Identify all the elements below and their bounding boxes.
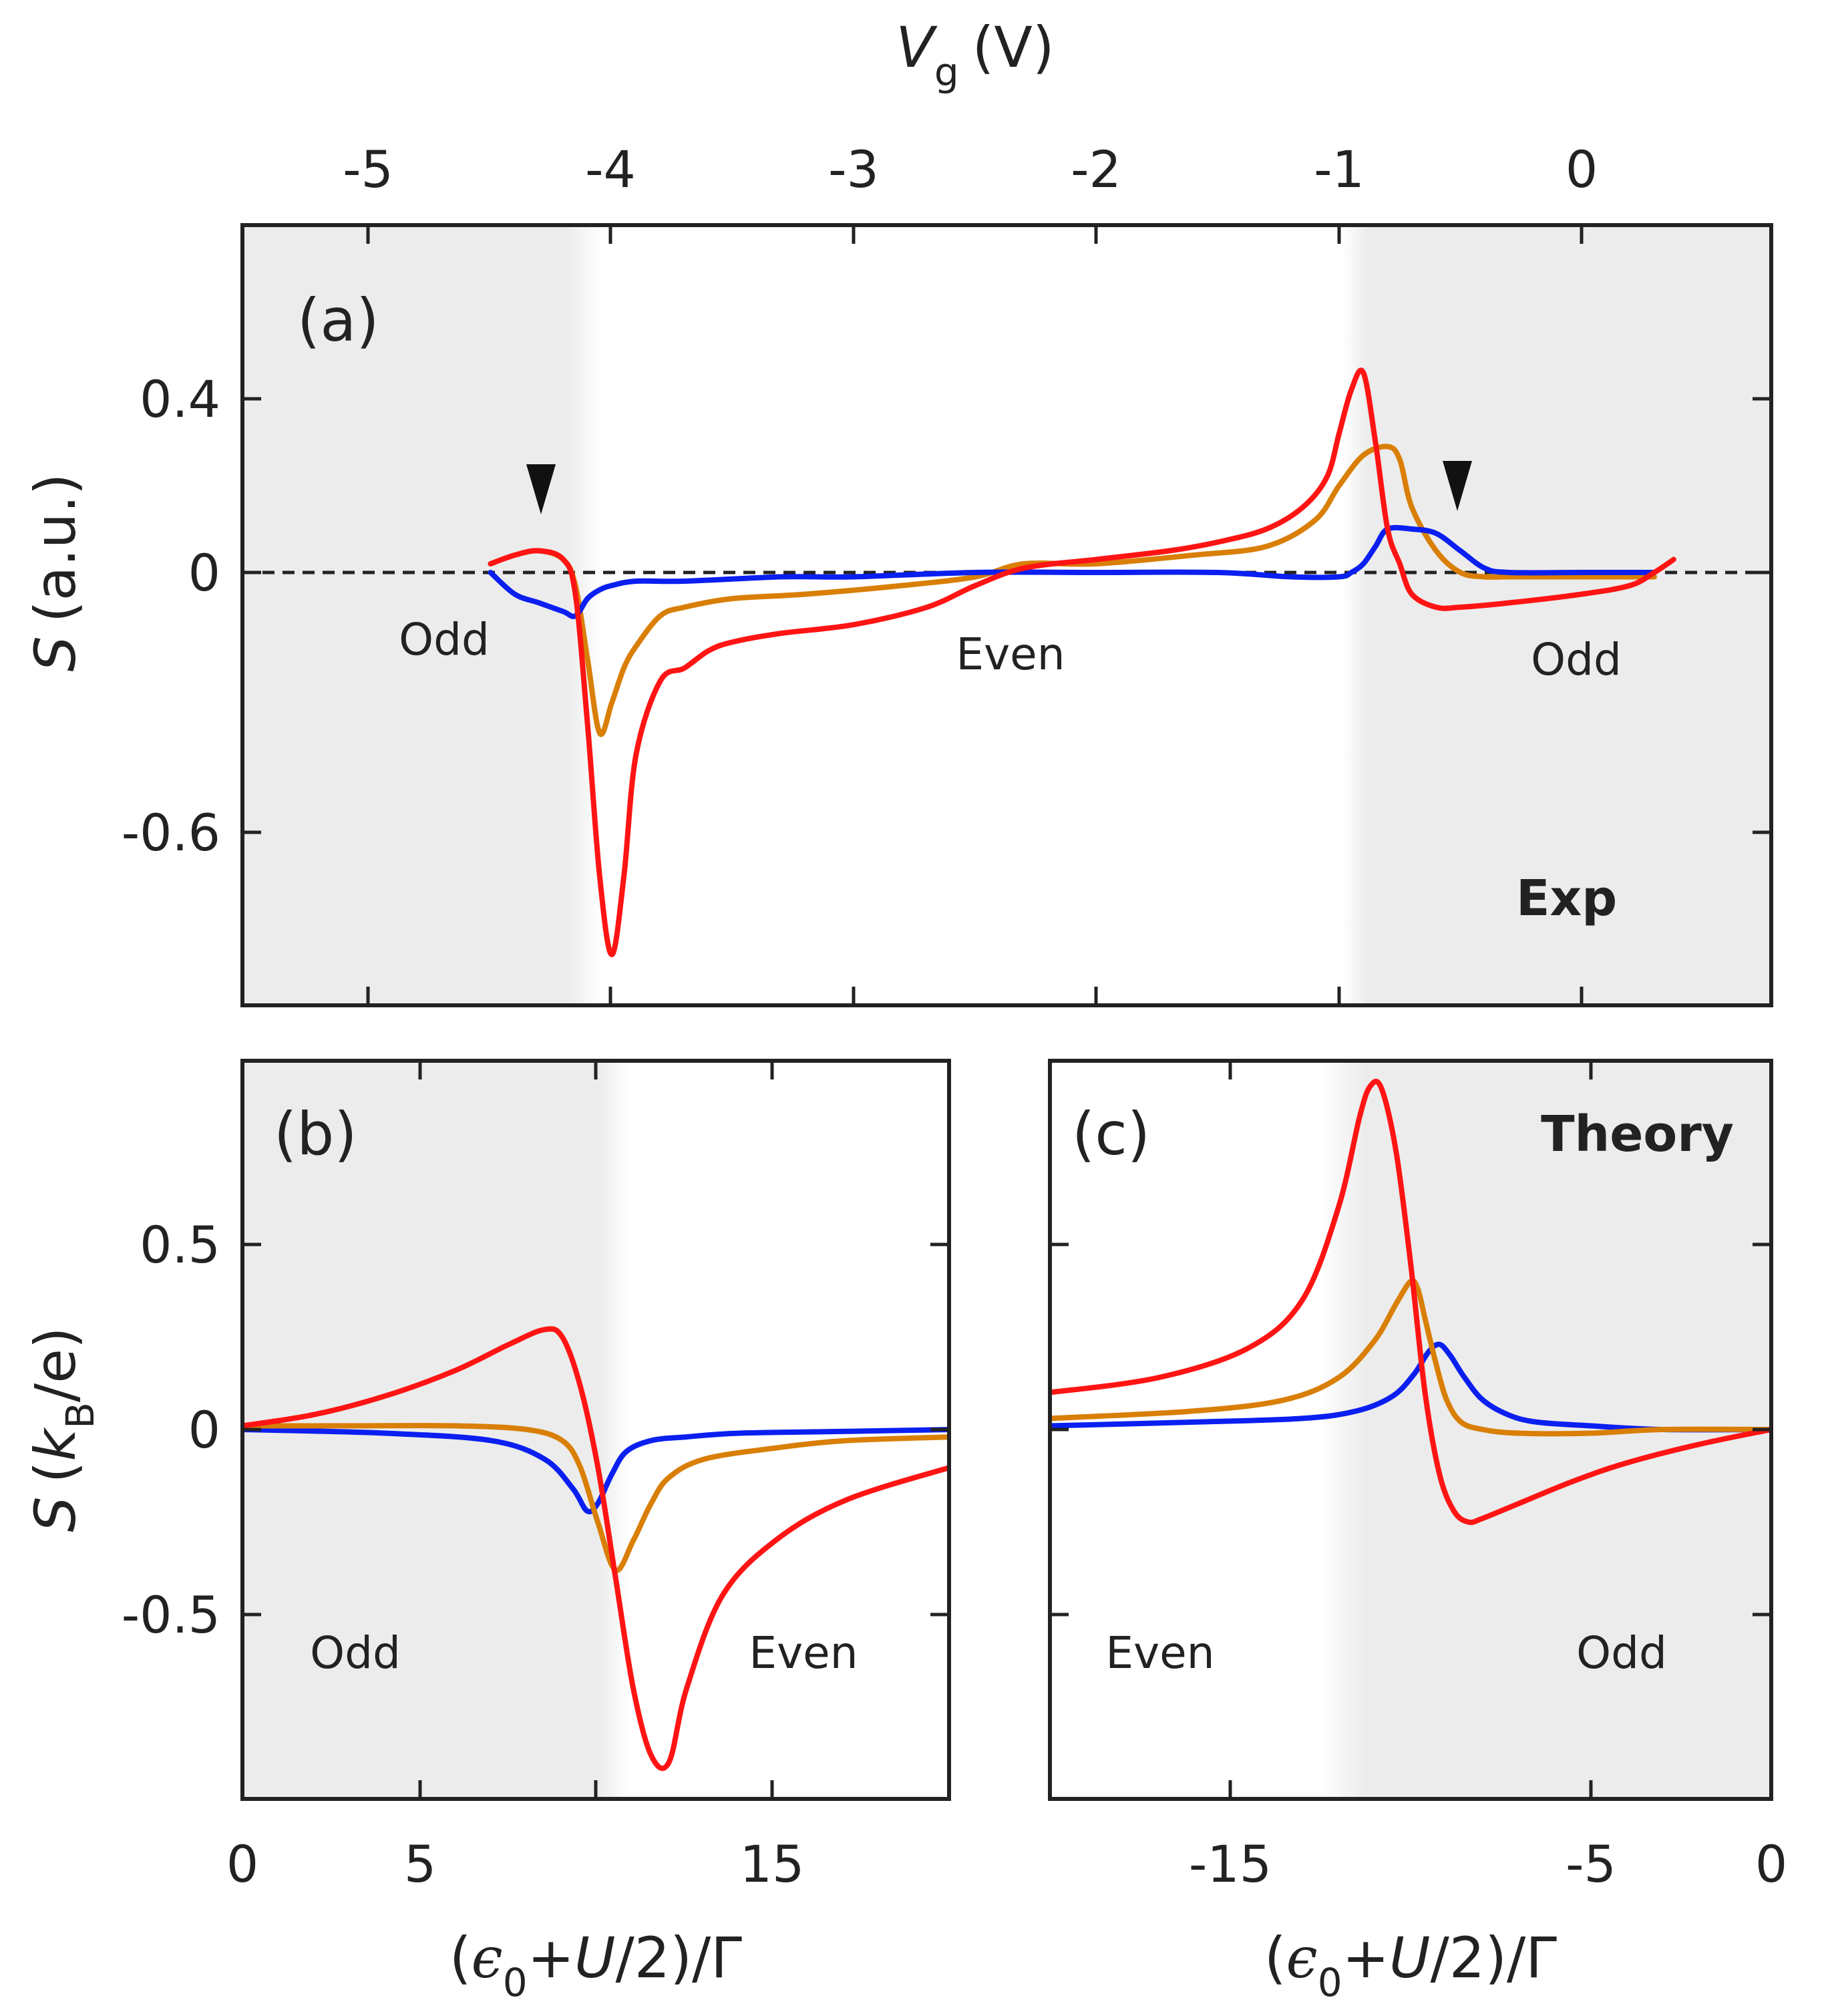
panel-c-label: (c) <box>1072 1100 1150 1168</box>
panel-a-xticks <box>366 225 1584 1005</box>
panel-a-xtick-label: -5 <box>343 140 393 199</box>
panel-a: -5 -4 -3 -2 -1 0 0.4 0 -0.6 Vg (V) S(a.u.… <box>23 15 1773 1007</box>
panel-c-xaxis-title: (ϵ0+U/2)/Γ <box>1264 1925 1557 2005</box>
panel-c-yticks <box>1050 1242 1771 1617</box>
panel-a-ytick-label: 0 <box>188 543 220 603</box>
panel-a-series-red <box>488 367 1676 957</box>
panel-c-series-orange <box>1050 1278 1771 1437</box>
panel-a-series-orange <box>488 444 1657 737</box>
panel-c-mode-label: Theory <box>1541 1106 1734 1163</box>
panel-a-shade-left <box>242 225 603 1005</box>
panel-b-ytick-label: -0.5 <box>122 1585 220 1645</box>
panel-a-ytick-label: -0.6 <box>122 803 220 862</box>
panel-a-series-blue <box>488 524 1657 619</box>
panel-a-xtick-label: -1 <box>1314 140 1364 199</box>
panel-a-arrow-marker-right <box>1443 461 1472 511</box>
panel-a-shade-right <box>1342 225 1771 1005</box>
panel-a-xtick-label: 0 <box>1566 140 1598 199</box>
panel-b-xaxis-title: (ϵ0+U/2)/Γ <box>449 1925 742 2005</box>
panel-c-region-label-even: Even <box>1105 1627 1214 1679</box>
panel-b-region-label-even: Even <box>749 1627 858 1679</box>
panel-c: -15 -5 0 (ϵ0+U/2)/Γ (c) Theory Even Odd <box>1048 1059 1787 2005</box>
panel-a-xaxis-title: Vg (V) <box>896 15 1054 95</box>
panel-a-label: (a) <box>297 286 379 355</box>
panel-b: 0 5 15 0.5 0 -0.5 (ϵ0+U/2)/Γ S(kB/e) (b)… <box>23 1059 951 2005</box>
panel-a-xtick-label: -2 <box>1071 140 1121 199</box>
panel-a-xtick-label: -3 <box>828 140 879 199</box>
panel-a-yticks <box>242 397 1771 834</box>
panel-a-yaxis-title: S(a.u.) <box>23 474 88 672</box>
panel-a-region-label-even: Even <box>956 629 1065 680</box>
panel-c-series-blue <box>1050 1341 1771 1433</box>
panel-a-arrow-marker-left <box>526 464 556 514</box>
panel-c-xtick-label: -5 <box>1566 1834 1616 1894</box>
panel-a-frame <box>240 223 1773 1007</box>
panel-b-xtick-label: 15 <box>740 1834 805 1894</box>
panel-b-label: (b) <box>274 1100 357 1168</box>
panel-a-xtick-label: -4 <box>585 140 636 199</box>
panel-b-ytick-label: 0 <box>188 1400 220 1460</box>
panel-b-xtick-label: 5 <box>404 1834 436 1894</box>
panel-b-series-red <box>242 1326 949 1772</box>
panel-b-region-label-odd: Odd <box>310 1627 401 1679</box>
panel-b-xticks <box>418 1061 774 1799</box>
panel-c-region-label-odd: Odd <box>1576 1627 1667 1679</box>
panel-c-series-red <box>1050 1078 1771 1526</box>
panel-a-ytick-label: 0.4 <box>140 369 220 429</box>
panel-c-xtick-label: -15 <box>1189 1834 1272 1894</box>
panel-b-xtick-label: 0 <box>226 1834 258 1894</box>
panel-b-yaxis-title: S(kB/e) <box>23 1327 103 1532</box>
panel-c-xtick-label: 0 <box>1755 1834 1787 1894</box>
panel-b-yticks <box>242 1242 949 1617</box>
panel-b-ytick-label: 0.5 <box>140 1215 220 1275</box>
panel-c-xticks <box>1228 1061 1593 1799</box>
panel-a-region-label-odd-left: Odd <box>399 614 490 665</box>
panel-a-region-label-odd-right: Odd <box>1531 634 1622 685</box>
panel-a-mode-label: Exp <box>1516 870 1617 927</box>
